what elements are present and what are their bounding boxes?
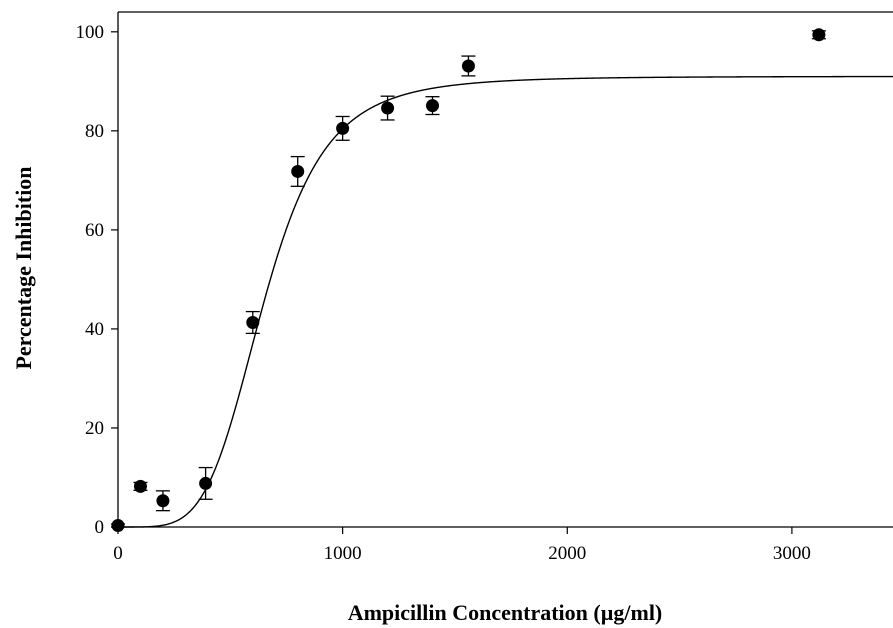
- data-point: [133, 479, 148, 493]
- y-tick-label: 20: [85, 418, 104, 439]
- x-axis-ticks: 0 1000 2000 3000: [113, 527, 811, 564]
- point-marker: [199, 476, 213, 490]
- point-marker: [246, 315, 260, 329]
- data-point: [811, 28, 826, 42]
- data-point: [380, 95, 395, 121]
- point-marker: [291, 164, 305, 178]
- data-point: [335, 115, 350, 141]
- y-tick-label: 80: [85, 121, 104, 142]
- plot-frame: [117, 11, 893, 528]
- point-marker: [461, 59, 475, 73]
- data-point: [155, 490, 170, 512]
- data-point: [245, 310, 260, 335]
- point-marker: [336, 121, 350, 135]
- data-point: [111, 519, 125, 533]
- data-point: [290, 155, 305, 187]
- x-tick-label: 2000: [548, 543, 586, 564]
- data-points-layer: [111, 28, 826, 533]
- point-marker: [381, 101, 395, 115]
- point-marker: [156, 494, 170, 508]
- fit-curve-layer: [118, 75, 893, 528]
- y-tick-label: 40: [85, 319, 104, 340]
- fit-curve: [118, 75, 893, 528]
- point-marker: [812, 28, 826, 42]
- x-axis-title: Ampicillin Concentration (µg/ml): [348, 600, 663, 625]
- x-tick-label: 0: [113, 543, 123, 564]
- y-tick-label: 100: [76, 22, 105, 43]
- data-point: [461, 55, 476, 77]
- y-axis-ticks: 0 20 40 60 80 100: [76, 22, 118, 538]
- y-axis-title: Percentage Inhibition: [11, 166, 36, 369]
- point-marker: [111, 519, 125, 533]
- data-point: [198, 466, 213, 500]
- point-marker: [133, 479, 147, 493]
- y-tick-label: 60: [85, 220, 104, 241]
- x-tick-label: 3000: [773, 543, 811, 564]
- x-tick-label: 1000: [324, 543, 362, 564]
- point-marker: [425, 99, 439, 113]
- data-point: [425, 96, 440, 116]
- y-tick-label: 0: [95, 517, 105, 538]
